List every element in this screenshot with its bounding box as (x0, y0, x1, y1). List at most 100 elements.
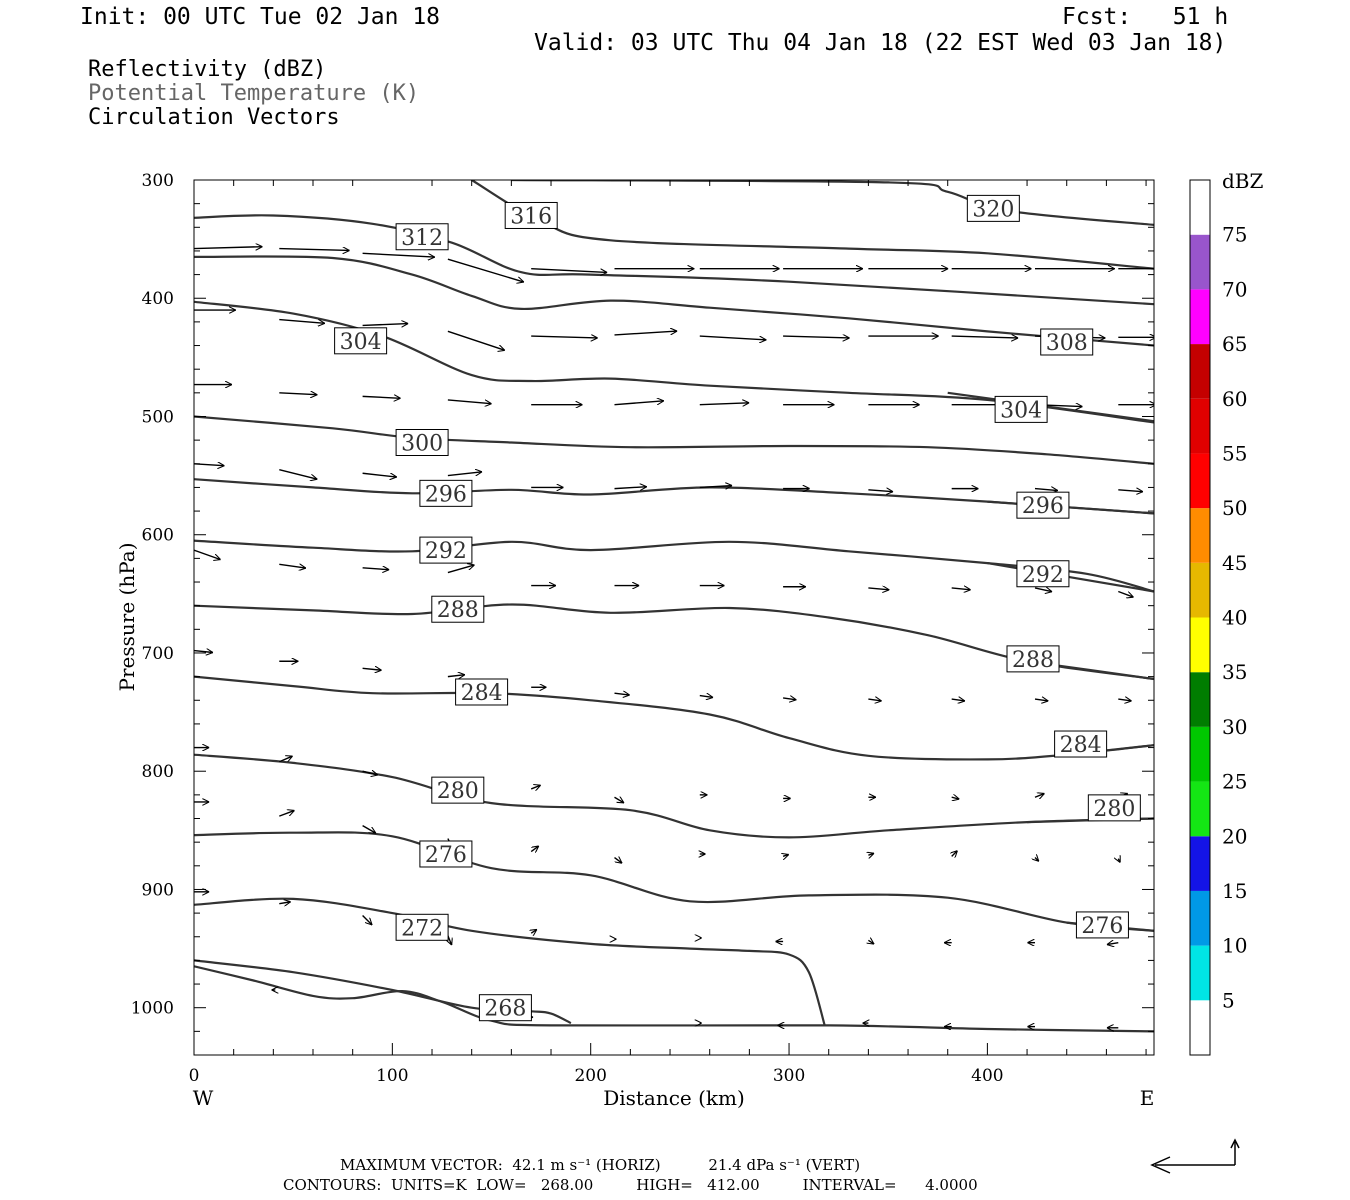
theta-contour-line (987, 562, 1154, 593)
contour-label: 292 (425, 539, 467, 564)
valid-time: Valid: 03 UTC Thu 04 Jan 18 (22 EST Wed … (534, 30, 1227, 56)
circulation-vector (1034, 588, 1052, 592)
contour-label-box (966, 194, 1020, 222)
contour-label: 288 (437, 598, 479, 623)
contour-label: 272 (401, 916, 443, 941)
y-tick-label: 300 (142, 171, 174, 191)
x-end-label-west: W (193, 1086, 214, 1110)
circulation-vector (362, 396, 401, 398)
theta-contour-line (194, 478, 1154, 515)
contour-label: 316 (510, 204, 552, 229)
circulation-vector (447, 472, 482, 477)
circulation-vector (447, 330, 505, 350)
circulation-vector (1118, 490, 1143, 492)
circulation-vector (1118, 859, 1121, 863)
circulation-vector (614, 331, 677, 336)
contour-label-box (419, 479, 473, 507)
circulation-vector (614, 797, 624, 803)
contour-label-box (1087, 794, 1141, 822)
x-axis-label: Distance (km) (603, 1086, 745, 1110)
contour-label: 312 (401, 226, 443, 251)
circulation-vector (1118, 699, 1131, 701)
contour-label-box (419, 840, 473, 868)
contour-label: 276 (425, 843, 467, 868)
theta-contour-line (194, 753, 1154, 839)
field-potential-temperature: Potential Temperature (K) (88, 81, 420, 106)
colorbar-label: 75 (1222, 223, 1247, 247)
circulation-vector (447, 565, 475, 574)
contour-label-box (1075, 911, 1129, 939)
circulation-vector (194, 549, 221, 560)
contour-label: 288 (1012, 648, 1054, 673)
circulation-vector (362, 252, 435, 257)
contour-label: 284 (461, 681, 503, 706)
contour-label-box (1040, 328, 1094, 356)
circulation-vector (194, 651, 213, 653)
circulation-vector (1107, 943, 1119, 945)
contour-label-box (504, 201, 558, 229)
circulation-vector (362, 568, 390, 570)
colorbar-label: 30 (1222, 715, 1247, 739)
circulation-vector (868, 699, 881, 701)
colorbar-segment (1190, 562, 1210, 618)
colorbar-label: 35 (1222, 660, 1247, 684)
circulation-vector (951, 699, 965, 701)
theta-contour-line (947, 391, 1154, 423)
theta-contour-line (194, 831, 1154, 932)
contour-label-box (455, 678, 509, 706)
x-tick-label: 300 (773, 1066, 805, 1086)
colorbar-segment (1190, 781, 1210, 837)
circulation-vector (783, 854, 789, 856)
theta-contour-line (194, 255, 1154, 347)
circulation-vector (279, 318, 325, 324)
circulation-vector (868, 490, 893, 492)
contour-label-box (431, 595, 485, 623)
theta-contour-line (194, 965, 1154, 1033)
colorbar-label: 5 (1222, 988, 1235, 1012)
colorbar-segment (1190, 180, 1210, 235)
contour-label-box (1016, 491, 1070, 519)
circulation-vector (951, 336, 1019, 338)
contour-label-box (419, 536, 473, 564)
circulation-vector (362, 825, 376, 834)
colorbar-segment (1190, 234, 1210, 290)
circulation-vector (362, 914, 373, 925)
circulation-vector (362, 668, 382, 670)
colorbar-label: 25 (1222, 770, 1247, 794)
colorbar-segment (1190, 617, 1210, 673)
y-tick-label: 800 (142, 762, 174, 782)
circulation-vector (699, 403, 749, 405)
x-tick-label: 400 (971, 1066, 1003, 1086)
circulation-vector (782, 698, 796, 700)
y-axis-label: Pressure (hPa) (115, 543, 139, 692)
colorbar-title: dBZ (1222, 169, 1264, 193)
maximum-vector-note: MAXIMUM VECTOR: 42.1 m s⁻¹ (HORIZ) 21.4 … (340, 1156, 861, 1174)
contour-label: 296 (425, 482, 467, 507)
circulation-vector (447, 399, 492, 404)
colorbar-frame (1189, 179, 1211, 1056)
theta-contour-line (511, 180, 1154, 226)
contour-label: 292 (1022, 563, 1064, 588)
contour-label-box (431, 776, 485, 804)
circulation-vector (279, 902, 290, 904)
y-tick-label: 1000 (131, 999, 174, 1019)
colorbar-segment (1190, 344, 1210, 399)
y-tick-label: 900 (142, 880, 174, 900)
circulation-vector (699, 486, 732, 488)
circulation-vector (279, 563, 306, 568)
contour-label-box (1016, 560, 1070, 588)
circulation-vector (362, 771, 378, 775)
contour-label-box (994, 395, 1048, 423)
circulation-vector (951, 797, 960, 799)
circulation-vector (951, 588, 971, 590)
theta-contour-line (194, 300, 1154, 424)
colorbar-label: 45 (1222, 551, 1247, 575)
circulation-vector (699, 335, 767, 340)
contour-label: 304 (1000, 398, 1042, 423)
circulation-vector (362, 324, 409, 326)
forecast-hour: Fcst: 51 h (1062, 4, 1229, 30)
colorbar-label: 20 (1222, 824, 1247, 848)
circulation-vector (530, 846, 539, 852)
reference-vector-icon (1150, 1138, 1240, 1174)
